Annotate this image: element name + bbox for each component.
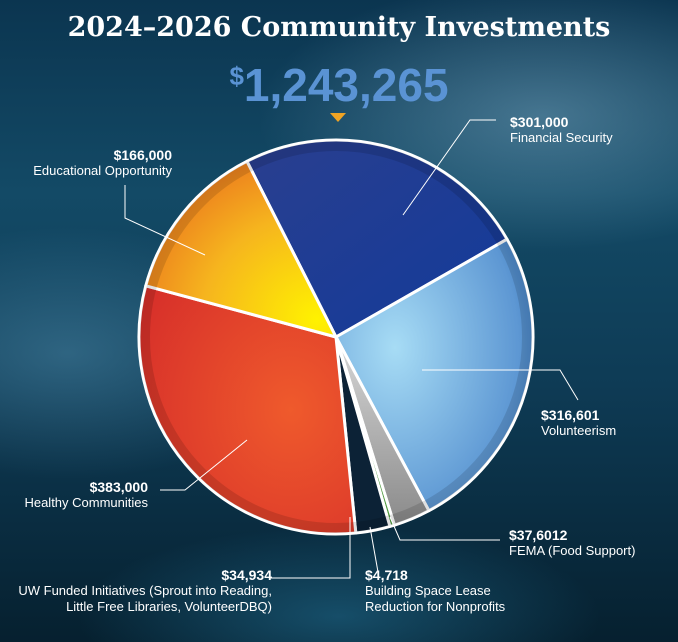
label-financial-security: $301,000 Financial Security bbox=[510, 114, 613, 146]
label-category-line1: Building Space Lease bbox=[365, 583, 491, 598]
currency-symbol: $ bbox=[229, 61, 244, 91]
label-value: $34,934 bbox=[221, 567, 272, 583]
leader-line-volunteerism bbox=[422, 369, 579, 401]
total-pointer-icon bbox=[330, 113, 346, 122]
total-amount: $1,243,265 bbox=[0, 58, 678, 112]
label-category: FEMA (Food Support) bbox=[509, 543, 636, 558]
label-category-line2: Reduction for Nonprofits bbox=[365, 599, 506, 614]
label-healthy-communities: $383,000 Healthy Communities bbox=[10, 479, 148, 511]
label-value: $4,718 bbox=[365, 567, 408, 583]
label-value: $166,000 bbox=[113, 147, 172, 163]
total-value: 1,243,265 bbox=[243, 59, 449, 111]
label-educational-opportunity: $166,000 Educational Opportunity bbox=[20, 147, 172, 179]
leader-line-uw bbox=[270, 517, 351, 579]
label-value: $37,6012 bbox=[509, 527, 568, 543]
label-category-line1: UW Funded Initiatives (Sprout into Readi… bbox=[18, 583, 272, 598]
slice-volunteerism bbox=[334, 237, 535, 513]
leader-line-financial bbox=[402, 119, 496, 216]
label-category: Financial Security bbox=[510, 130, 613, 145]
label-category: Healthy Communities bbox=[24, 495, 148, 510]
leader-line-education bbox=[124, 185, 206, 256]
label-value: $383,000 bbox=[89, 479, 148, 495]
label-value: $316,601 bbox=[541, 407, 600, 423]
label-value: $301,000 bbox=[510, 114, 569, 130]
slice-healthy-communities bbox=[137, 284, 358, 536]
slice-educational-opportunity bbox=[144, 159, 338, 339]
label-volunteerism: $316,601 Volunteerism bbox=[541, 407, 616, 439]
label-fema: $37,6012 FEMA (Food Support) bbox=[509, 527, 635, 559]
pie-rim-shade bbox=[140, 141, 532, 533]
label-category-line2: Little Free Libraries, VolunteerDBQ) bbox=[66, 599, 272, 614]
leader-line-healthy bbox=[160, 439, 248, 491]
label-building-lease: $4,718 Building Space Lease Reduction fo… bbox=[365, 567, 505, 615]
label-category: Volunteerism bbox=[541, 423, 617, 438]
chart-title: 2024–2026 Community Investments bbox=[67, 12, 611, 43]
label-category: Educational Opportunity bbox=[33, 163, 172, 178]
label-uw-funded-initiatives: $34,934 UW Funded Initiatives (Sprout in… bbox=[4, 567, 272, 615]
leader-line-lease bbox=[369, 526, 379, 573]
leader-line-fema bbox=[389, 516, 500, 541]
